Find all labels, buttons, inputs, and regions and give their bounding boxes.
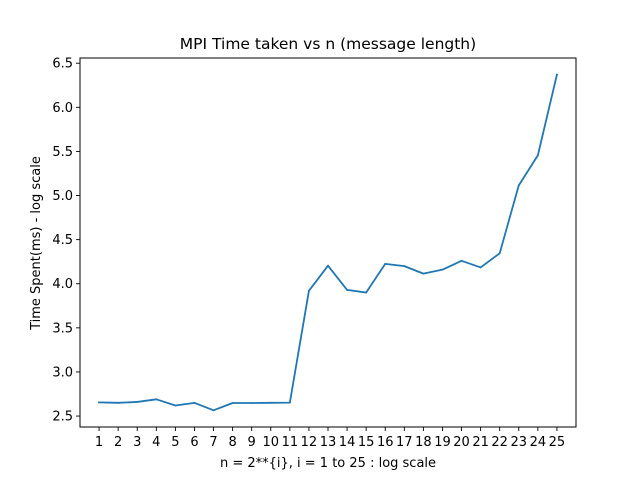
data-point <box>136 401 139 403</box>
x-tick-label: 15 <box>358 435 375 450</box>
x-tick-label: 1 <box>95 435 103 450</box>
data-point <box>212 409 215 412</box>
data-point <box>517 184 520 187</box>
data-point <box>269 401 272 404</box>
data-point <box>346 289 348 291</box>
data-point <box>231 402 234 404</box>
data-point <box>365 291 368 294</box>
x-tick-label: 21 <box>472 435 489 450</box>
y-tick-label: 5.5 <box>52 145 73 160</box>
x-tick-label: 18 <box>415 435 432 450</box>
data-point <box>460 259 463 262</box>
plot-area: 1 2 3 4 5 6 7 8 9 10 11 12 13 14 15 16 17 18 19 20 21 22 23 24 2… <box>52 57 577 450</box>
data-point <box>155 398 158 401</box>
data-point <box>98 401 100 404</box>
x-tick-label: 25 <box>549 435 566 450</box>
x-tick-label: 17 <box>396 435 413 450</box>
data-point <box>308 289 310 292</box>
x-tick-label: 12 <box>301 435 318 450</box>
y-axis-label: Time Spent(ms) - log scale <box>29 156 44 331</box>
y-tick-label: 3.0 <box>52 365 73 380</box>
x-axis-label: n = 2**{i}, i = 1 to 25 : log scale <box>220 456 436 471</box>
data-point <box>536 154 539 157</box>
y-tick-label: 4.5 <box>52 233 73 248</box>
data-point <box>422 272 425 275</box>
data-point <box>384 262 387 265</box>
data-point <box>174 404 177 407</box>
data-point <box>193 401 196 404</box>
y-tick-label: 5.0 <box>52 189 73 204</box>
data-point <box>441 268 444 271</box>
data-point <box>250 402 253 404</box>
x-tick-label: 23 <box>510 435 527 450</box>
y-tick-label: 6.0 <box>52 101 73 116</box>
x-tick-label: 24 <box>530 435 547 450</box>
data-point <box>556 73 558 76</box>
y-tick-label: 6.5 <box>52 57 73 72</box>
chart-title: MPI Time taken vs n (message length) <box>180 35 476 53</box>
data-point <box>327 264 329 267</box>
x-tick-label: 20 <box>453 435 470 450</box>
x-tick-label: 3 <box>133 435 141 450</box>
y-tick-label: 2.5 <box>52 410 73 425</box>
data-point <box>117 401 120 404</box>
data-point <box>479 266 482 269</box>
data-point <box>498 252 501 255</box>
x-tick-label: 16 <box>377 435 394 450</box>
data-point <box>288 401 291 404</box>
x-tick-label: 22 <box>491 435 508 450</box>
x-tick-label: 11 <box>282 435 299 450</box>
y-tick-label: 3.5 <box>52 321 73 336</box>
x-tick-label: 8 <box>228 435 236 450</box>
x-tick-label: 6 <box>190 435 198 450</box>
data-point <box>403 265 406 267</box>
x-tick-label: 2 <box>114 435 122 450</box>
x-tick-label: 4 <box>152 435 160 450</box>
x-tick-label: 13 <box>320 435 337 450</box>
x-tick-label: 10 <box>262 435 279 450</box>
y-tick-label: 4.0 <box>52 277 73 292</box>
x-tick-label: 14 <box>339 435 356 450</box>
x-tick-label: 19 <box>434 435 451 450</box>
x-tick-label: 9 <box>248 435 256 450</box>
x-tick-label: 7 <box>209 435 217 450</box>
x-tick-label: 5 <box>171 435 179 450</box>
